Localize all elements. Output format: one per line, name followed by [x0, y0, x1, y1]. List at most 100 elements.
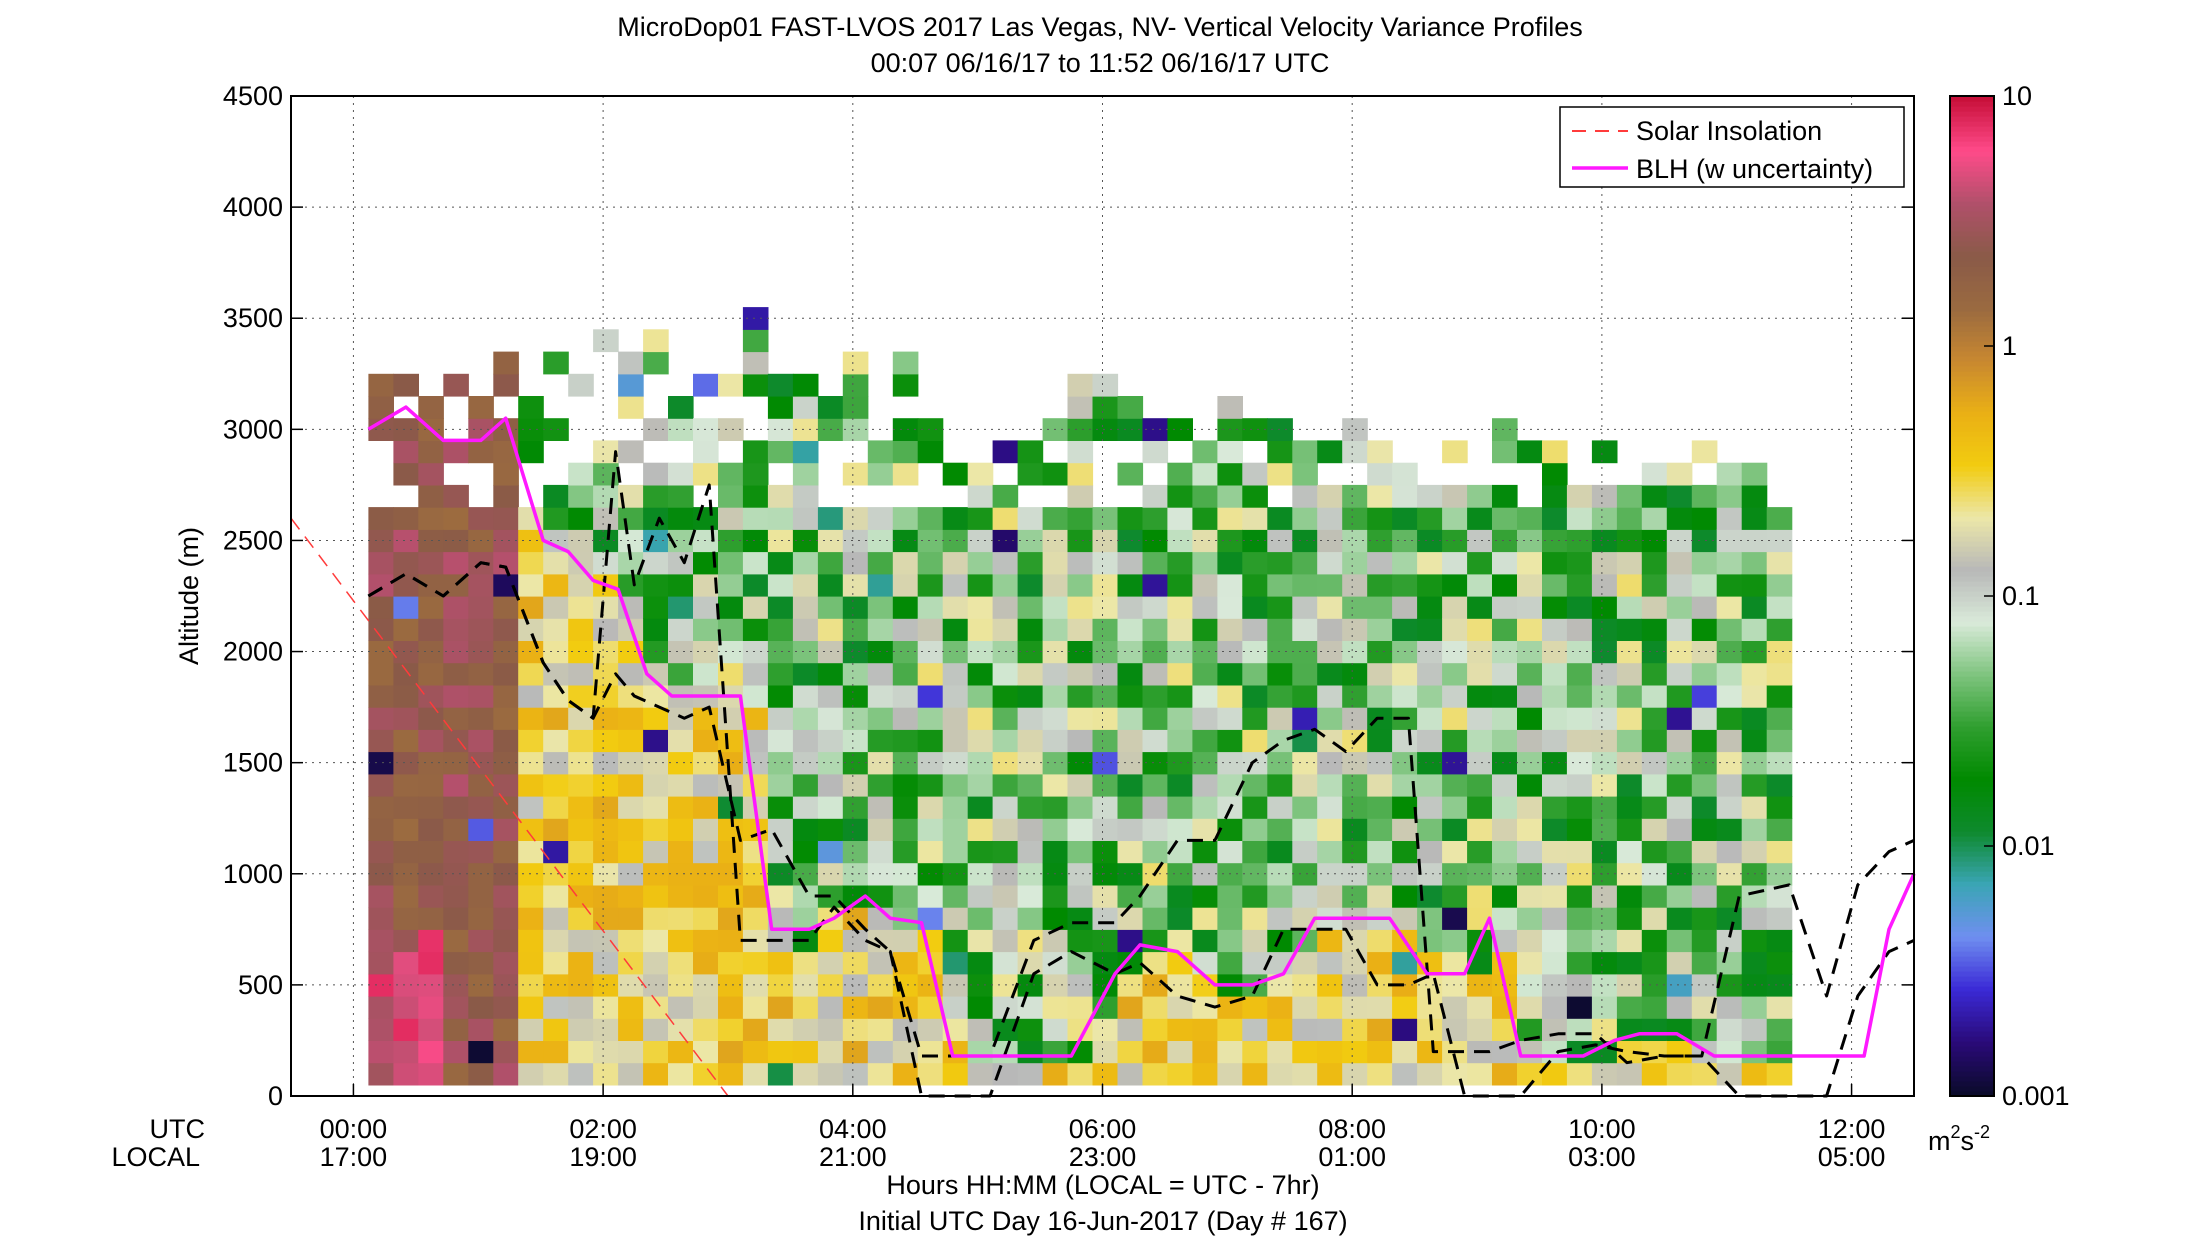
colorbar-segment — [1950, 311, 1994, 317]
heatmap-cell — [1367, 929, 1393, 953]
heatmap-cell — [817, 773, 844, 797]
heatmap-cell — [1242, 484, 1268, 508]
heatmap-cell — [618, 684, 644, 708]
heatmap-cell — [1616, 773, 1643, 797]
heatmap-cell — [1242, 929, 1268, 953]
heatmap-cell — [1542, 929, 1568, 953]
heatmap-cell — [393, 840, 419, 864]
heatmap-cell — [1292, 462, 1318, 486]
heatmap-cell — [1691, 884, 1718, 908]
heatmap-cell — [1691, 729, 1718, 753]
heatmap — [368, 307, 1793, 1086]
heatmap-cell — [518, 396, 544, 419]
heatmap-cell — [1017, 573, 1044, 597]
heatmap-cell — [718, 529, 744, 553]
heatmap-cell — [992, 773, 1019, 797]
heatmap-cell — [1591, 884, 1618, 908]
heatmap-cell — [1766, 818, 1793, 841]
heatmap-cell — [418, 551, 444, 575]
heatmap-cell — [1117, 973, 1144, 997]
heatmap-cell — [967, 907, 994, 930]
heatmap-cell — [1142, 796, 1169, 819]
heatmap-cell — [1067, 707, 1094, 730]
heatmap-cell — [1067, 373, 1094, 397]
heatmap-cell — [1691, 529, 1718, 553]
x-tick-label-local: 01:00 — [1318, 1142, 1386, 1172]
heatmap-cell — [1517, 1062, 1543, 1086]
y-tick-label: 500 — [238, 970, 283, 1000]
heatmap-cell — [917, 1062, 944, 1086]
heatmap-cell — [942, 529, 969, 553]
heatmap-cell — [1267, 884, 1293, 908]
heatmap-cell — [867, 729, 894, 753]
heatmap-cell — [1192, 551, 1218, 575]
heatmap-cell — [1342, 840, 1368, 864]
heatmap-cell — [393, 1062, 419, 1086]
heatmap-cell — [742, 484, 769, 508]
heatmap-cell — [518, 951, 544, 975]
heatmap-cell — [992, 951, 1019, 975]
heatmap-cell — [493, 484, 519, 508]
heatmap-cell — [1142, 551, 1169, 575]
heatmap-cell — [718, 951, 744, 975]
heatmap-cell — [1691, 640, 1718, 664]
y-tick-label: 1000 — [223, 859, 283, 889]
heatmap-cell — [443, 929, 469, 953]
heatmap-cell — [992, 840, 1019, 864]
heatmap-cell — [543, 773, 569, 797]
heatmap-cell — [1591, 840, 1618, 864]
heatmap-cell — [1217, 596, 1243, 619]
heatmap-cell — [1766, 951, 1793, 975]
heatmap-cell — [1067, 751, 1094, 775]
heatmap-cell — [942, 840, 969, 864]
heatmap-cell — [1442, 1018, 1468, 1041]
heatmap-cell — [1317, 640, 1343, 664]
heatmap-cell — [1067, 418, 1094, 441]
heatmap-cell — [1641, 818, 1668, 841]
heatmap-cell — [1591, 640, 1618, 664]
heatmap-cell — [493, 929, 519, 953]
heatmap-cell — [1067, 729, 1094, 753]
colorbar-segment — [1950, 356, 1994, 362]
colorbar-segment — [1950, 281, 1994, 287]
colorbar-segment — [1950, 291, 1994, 297]
heatmap-cell — [817, 1018, 844, 1041]
heatmap-cell — [618, 796, 644, 819]
heatmap-cell — [1641, 484, 1668, 508]
heatmap-cell — [1641, 596, 1668, 619]
heatmap-cell — [1741, 484, 1768, 508]
colorbar-segment — [1950, 111, 1994, 117]
heatmap-cell — [493, 951, 519, 975]
heatmap-cell — [892, 573, 919, 597]
colorbar-segment — [1950, 851, 1994, 857]
heatmap-cell — [1741, 796, 1768, 819]
heatmap-cell — [468, 818, 494, 841]
heatmap-cell — [767, 707, 794, 730]
heatmap-cell — [368, 996, 394, 1019]
heatmap-cell — [742, 951, 769, 975]
heatmap-cell — [867, 929, 894, 953]
heatmap-cell — [418, 684, 444, 708]
heatmap-cell — [1741, 729, 1768, 753]
heatmap-cell — [1242, 529, 1268, 553]
heatmap-cell — [817, 796, 844, 819]
heatmap-cell — [742, 440, 769, 464]
heatmap-cell — [817, 707, 844, 730]
heatmap-cell — [1492, 840, 1518, 864]
heatmap-cell — [493, 729, 519, 753]
heatmap-cell — [1342, 707, 1368, 730]
heatmap-cell — [1442, 729, 1468, 753]
heatmap-cell — [1317, 507, 1343, 530]
heatmap-cell — [518, 1018, 544, 1041]
heatmap-cell — [817, 996, 844, 1019]
heatmap-cell — [967, 596, 994, 619]
colorbar-segment — [1950, 306, 1994, 312]
heatmap-cell — [618, 907, 644, 930]
heatmap-cell — [1092, 573, 1119, 597]
heatmap-cell — [393, 684, 419, 708]
heatmap-cell — [643, 618, 669, 641]
heatmap-cell — [1566, 884, 1593, 908]
colorbar-segment — [1950, 1086, 1994, 1092]
heatmap-cell — [393, 1018, 419, 1041]
heatmap-cell — [817, 618, 844, 641]
